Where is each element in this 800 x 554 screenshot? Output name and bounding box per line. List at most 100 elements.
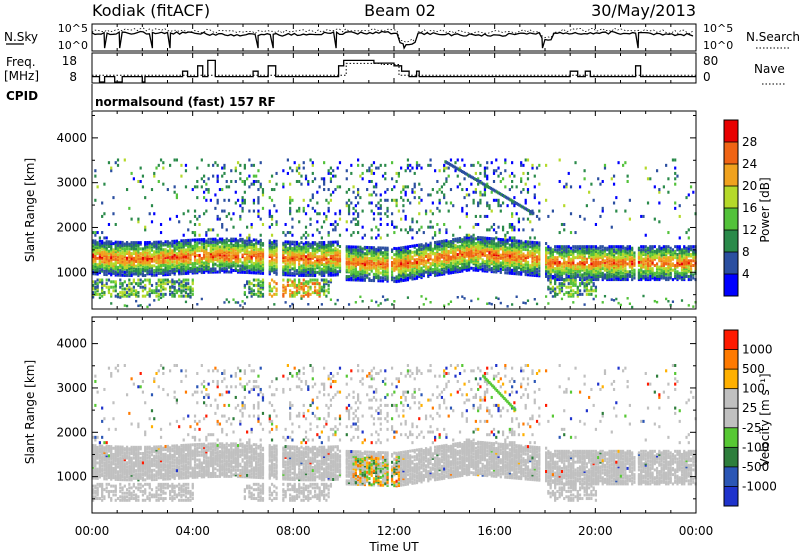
power-cell	[486, 177, 489, 181]
power-cell	[268, 209, 271, 213]
power-cell	[384, 277, 387, 281]
power-cell	[107, 278, 111, 282]
power-cell	[454, 265, 457, 269]
power-cell	[112, 242, 115, 246]
power-cell	[250, 252, 253, 256]
power-cell	[275, 268, 278, 272]
power-cell	[309, 267, 312, 271]
power-cell	[366, 267, 369, 271]
power-cell	[205, 264, 208, 268]
power-cell	[449, 188, 453, 192]
power-cell	[137, 217, 140, 221]
power-cell	[520, 261, 523, 265]
power-cell	[443, 245, 446, 249]
power-cell	[298, 278, 301, 282]
power-cell	[327, 243, 330, 247]
power-cell	[467, 265, 471, 269]
power-cell	[415, 220, 419, 224]
power-cell	[101, 255, 104, 259]
power-cell	[445, 262, 448, 266]
power-cell	[429, 244, 432, 248]
power-cell	[323, 278, 326, 282]
power-cell	[236, 270, 240, 274]
power-cell	[257, 209, 260, 213]
power-cell	[443, 169, 446, 173]
power-cell	[533, 266, 536, 270]
power-cell	[481, 267, 484, 271]
power-cell	[517, 239, 521, 243]
power-cell	[336, 240, 339, 244]
power-cell	[225, 214, 228, 218]
power-cell	[411, 236, 414, 240]
power-cell	[545, 273, 548, 277]
power-cell	[429, 251, 432, 255]
power-cell	[418, 201, 421, 205]
power-cell	[320, 261, 323, 265]
power-cell	[257, 254, 260, 258]
power-cell	[298, 270, 301, 274]
power-cell	[569, 260, 573, 264]
power-cell	[293, 264, 296, 268]
power-cell	[257, 196, 260, 200]
power-cell	[508, 265, 511, 269]
power-cell	[569, 270, 573, 274]
power-cell	[463, 250, 466, 254]
power-cell	[581, 268, 584, 272]
power-cell	[443, 241, 446, 245]
power-cell	[230, 217, 233, 221]
power-cell	[159, 267, 163, 271]
power-cell	[558, 263, 561, 267]
power-cell	[567, 278, 570, 282]
power-cell	[105, 249, 108, 253]
power-cell	[370, 171, 373, 175]
power-cell	[565, 182, 568, 186]
power-cell	[490, 270, 493, 274]
power-cell	[558, 231, 561, 235]
power-cell	[508, 260, 511, 264]
power-cell	[513, 236, 516, 240]
power-cell	[164, 266, 167, 270]
power-cell	[171, 239, 174, 243]
power-cell	[495, 248, 498, 252]
power-cell	[350, 251, 353, 255]
power-cell	[205, 247, 208, 251]
power-cell	[477, 259, 480, 263]
power-cell	[137, 244, 140, 248]
power-cell	[320, 241, 323, 245]
power-cell	[569, 278, 573, 282]
power-cell	[578, 273, 582, 277]
power-cell	[366, 253, 369, 257]
power-cell	[236, 259, 240, 263]
power-cell	[101, 263, 104, 267]
power-cell	[370, 263, 373, 267]
power-cell	[583, 169, 586, 173]
power-cell	[105, 240, 108, 244]
power-cell	[135, 256, 138, 260]
power-cell	[547, 257, 550, 261]
power-cell	[268, 269, 271, 273]
power-cell	[313, 289, 317, 293]
power-cell	[261, 206, 265, 210]
power-cell	[386, 214, 389, 218]
power-cell	[492, 262, 496, 266]
power-cell	[182, 251, 185, 255]
power-cell	[569, 289, 573, 293]
power-cell	[529, 250, 532, 254]
power-cell	[483, 169, 487, 173]
power-cell	[434, 262, 437, 266]
power-cell	[445, 253, 448, 257]
power-cell	[538, 261, 541, 265]
power-cell	[402, 260, 405, 264]
power-cell	[223, 198, 226, 202]
power-cell	[483, 193, 487, 197]
power-cell	[110, 240, 113, 244]
power-cell	[368, 249, 371, 253]
power-cell	[429, 249, 432, 253]
power-cell	[216, 247, 219, 251]
power-cell	[164, 251, 167, 255]
power-cell	[325, 289, 328, 293]
power-cell	[110, 249, 113, 253]
power-cell	[578, 292, 582, 296]
power-cell	[246, 239, 249, 243]
power-cell	[275, 247, 278, 251]
